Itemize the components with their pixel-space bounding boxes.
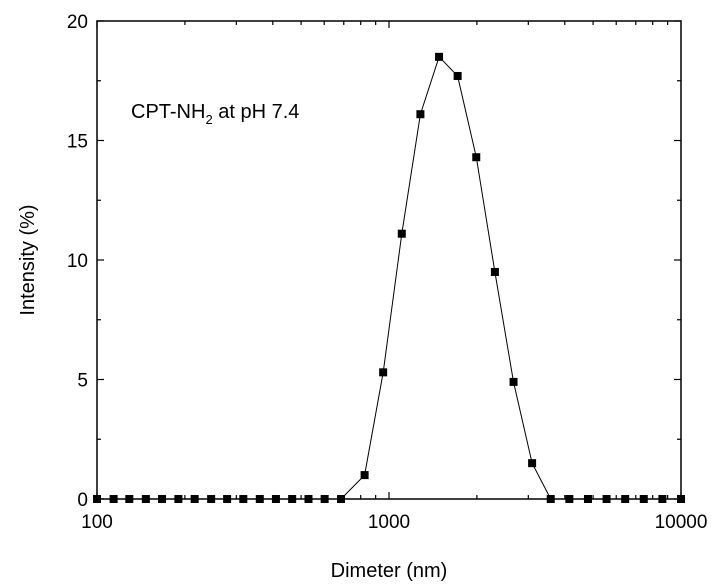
- x-axis-title: Dimeter (nm): [331, 560, 448, 582]
- y-tick-label: 0: [77, 490, 88, 511]
- sample-annotation: CPT-NH2 at pH 7.4: [131, 101, 299, 127]
- data-point-marker: [141, 495, 150, 503]
- data-point-marker: [435, 52, 444, 61]
- axis-tick-labels: 0 5 10 15 20 100 1000 10000: [67, 12, 708, 533]
- data-point-marker: [288, 495, 297, 503]
- y-tick-label: 5: [77, 371, 88, 392]
- data-point-marker: [109, 495, 118, 503]
- axis-ticks: [96, 20, 682, 500]
- data-point-marker: [658, 495, 667, 503]
- data-point-marker: [602, 495, 611, 503]
- data-point-marker: [453, 71, 462, 80]
- data-point-marker: [546, 495, 555, 503]
- data-point-marker: [207, 495, 216, 503]
- data-point-marker: [528, 459, 537, 468]
- data-point-marker: [255, 495, 264, 503]
- data-point-marker: [190, 495, 199, 503]
- plot-frame: [96, 20, 682, 500]
- data-point-marker: [621, 495, 630, 503]
- data-markers: [93, 52, 685, 503]
- data-point-marker: [397, 229, 406, 238]
- data-point-marker: [125, 495, 134, 503]
- data-point-marker: [337, 495, 346, 503]
- data-point-marker: [271, 495, 280, 503]
- data-point-marker: [239, 495, 248, 503]
- data-point-marker: [490, 267, 499, 276]
- y-tick-label: 20: [67, 12, 88, 33]
- data-point-marker: [565, 495, 574, 503]
- series-line: [97, 55, 681, 500]
- data-point-marker: [677, 495, 685, 503]
- y-axis-title: Intensity (%): [17, 204, 39, 315]
- data-point-marker: [320, 495, 329, 503]
- data-point-marker: [93, 495, 101, 503]
- data-point-marker: [509, 377, 518, 386]
- y-tick-label: 15: [67, 132, 88, 153]
- data-point-marker: [472, 153, 481, 162]
- annotation-main: CPT-NH: [131, 101, 205, 123]
- x-tick-label: 1000: [368, 512, 410, 533]
- data-point-marker: [223, 495, 232, 503]
- data-point-marker: [158, 495, 167, 503]
- y-tick-label: 10: [67, 251, 88, 272]
- data-point-marker: [360, 471, 369, 480]
- data-point-marker: [379, 368, 388, 377]
- data-point-marker: [416, 110, 425, 119]
- data-point-marker: [583, 495, 592, 503]
- data-point-marker: [304, 495, 313, 503]
- annotation-suffix: at pH 7.4: [213, 101, 300, 123]
- x-tick-label: 100: [81, 512, 113, 533]
- x-tick-label: 10000: [655, 512, 708, 533]
- annotation-subscript: 2: [205, 112, 212, 127]
- data-point-marker: [639, 495, 648, 503]
- data-point-marker: [174, 495, 183, 503]
